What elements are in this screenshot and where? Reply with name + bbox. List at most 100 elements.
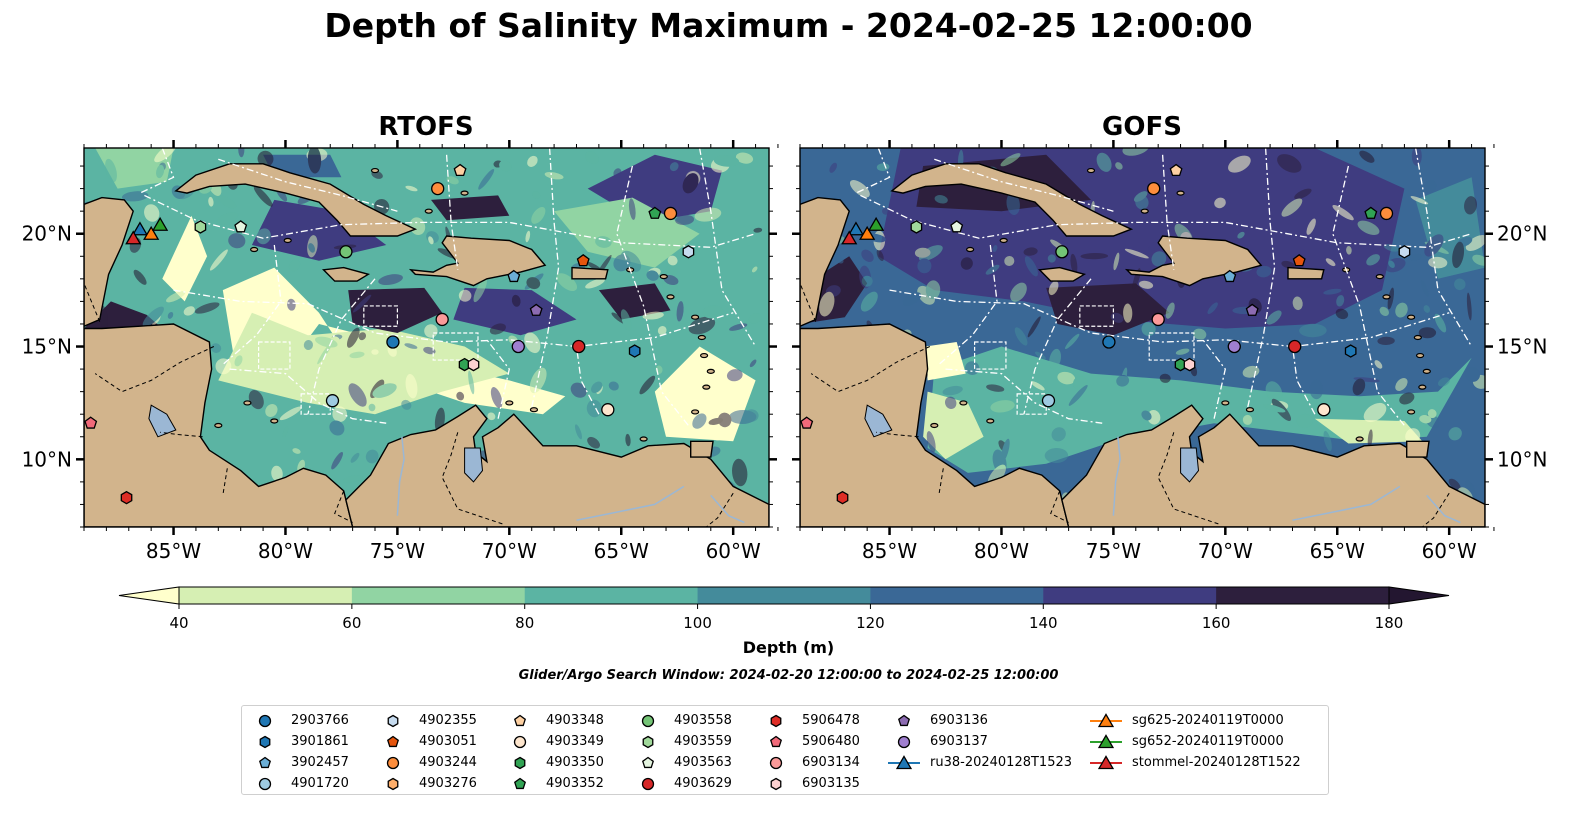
colorbar: 40 60 80 100 120 140 160 180 (118, 586, 1450, 632)
river (1426, 494, 1461, 524)
pentagon-marker-icon (898, 714, 910, 727)
pentagon-marker-icon (770, 735, 782, 748)
small-island (959, 400, 968, 406)
country-border (1421, 492, 1450, 527)
legend-marker (259, 756, 271, 769)
observation-4903629 (572, 339, 586, 354)
eez-boundary (934, 158, 1114, 212)
small-island (424, 208, 433, 214)
legend-label: 3902457 (291, 755, 349, 770)
triangle-marker-icon (1090, 755, 1122, 770)
observation-ru38-20240128T1523 (847, 221, 865, 236)
small-island (505, 400, 514, 406)
colorbar-bin (351, 587, 526, 604)
eez-boundary (307, 278, 376, 415)
observation-6903135 (467, 357, 480, 372)
eez-boundary (222, 244, 282, 366)
colorbar-bin (1043, 587, 1217, 604)
eez-boundary (173, 289, 734, 348)
legend-label: 4903563 (674, 755, 732, 770)
river (396, 436, 405, 516)
observation-4902355 (682, 245, 695, 259)
lon-tick-label: 70°W (482, 539, 537, 563)
legend-label: 4903559 (674, 734, 732, 749)
triangle-marker-icon (1090, 713, 1122, 728)
pentagon-marker-icon (514, 777, 526, 790)
country-border (334, 490, 353, 523)
eez-boundary (1414, 148, 1473, 347)
eez-boundary (1247, 148, 1276, 408)
legend-label: 4903350 (546, 755, 604, 770)
small-island (1407, 409, 1416, 415)
land-puertorico (1287, 266, 1325, 280)
eez-boundary (1291, 346, 1316, 415)
map-frame (799, 147, 1486, 528)
salinity-depth-region (431, 195, 510, 221)
pentagon-marker-icon (642, 756, 654, 769)
observation-6903134 (435, 312, 449, 327)
river (710, 494, 745, 524)
legend-marker (387, 777, 399, 791)
country-border (222, 468, 228, 496)
circle-marker-icon (769, 756, 783, 770)
legend-label: 4903348 (546, 713, 604, 728)
lon-tick-label: 85°W (862, 539, 917, 563)
observation-5906478 (120, 490, 133, 505)
eez-boundary (229, 368, 387, 424)
legend-marker (769, 756, 783, 770)
legend-label: 4903244 (419, 755, 477, 770)
observation-4903244 (1147, 181, 1161, 196)
observation-4903051 (576, 253, 590, 267)
legend-label: 2903766 (291, 713, 349, 728)
circle-marker-icon (258, 714, 272, 728)
land-cuba (890, 163, 1134, 237)
small-island (1415, 352, 1425, 359)
small-island (270, 418, 279, 424)
salinity-depth-region (1046, 283, 1170, 336)
small-island (250, 246, 259, 253)
land-southAm (345, 404, 769, 527)
eez-boundary (698, 148, 757, 347)
small-island (691, 409, 700, 415)
small-island (1176, 190, 1185, 196)
legend-marker (642, 735, 654, 749)
legend-marker (258, 714, 272, 728)
observation-sg625-20240119T0000 (143, 225, 160, 240)
observation-6903136 (529, 303, 543, 316)
legend-marker (258, 777, 272, 791)
colorbar-tick-label: 100 (683, 614, 712, 632)
eez-boundary (855, 148, 891, 194)
small-island (1140, 208, 1149, 214)
triangle-marker-icon (1090, 734, 1122, 749)
eez-boundary (218, 158, 398, 212)
country-border (876, 431, 919, 438)
small-island (1407, 314, 1416, 320)
pentagon-marker-icon (259, 756, 271, 769)
lake (1180, 447, 1200, 483)
observation-4903349 (1317, 403, 1331, 417)
observation-3901861 (1344, 344, 1357, 358)
legend-marker (770, 777, 782, 791)
hexagon-marker-icon (514, 756, 526, 770)
land-puertorico (571, 266, 609, 280)
lon-tick-label: 75°W (1086, 539, 1141, 563)
small-island (283, 237, 292, 244)
small-island (1086, 167, 1096, 174)
country-border (705, 492, 734, 527)
river (576, 485, 685, 521)
legend-marker (513, 735, 527, 749)
eez-boundary (938, 244, 998, 366)
legend-marker (1097, 755, 1115, 770)
small-island (966, 246, 975, 253)
legend-marker (386, 756, 400, 770)
panel-title-gofs: GOFS (1102, 112, 1182, 142)
legend-marker (259, 735, 271, 749)
map-frame (83, 147, 770, 528)
small-island (699, 352, 709, 359)
hexagon-marker-icon (259, 735, 271, 749)
colorbar-tick-label: 180 (1375, 614, 1404, 632)
legend-marker (1097, 734, 1115, 749)
legend-label: 6903136 (930, 713, 988, 728)
eez-boundary (616, 165, 689, 426)
land-yucatan (84, 196, 134, 327)
